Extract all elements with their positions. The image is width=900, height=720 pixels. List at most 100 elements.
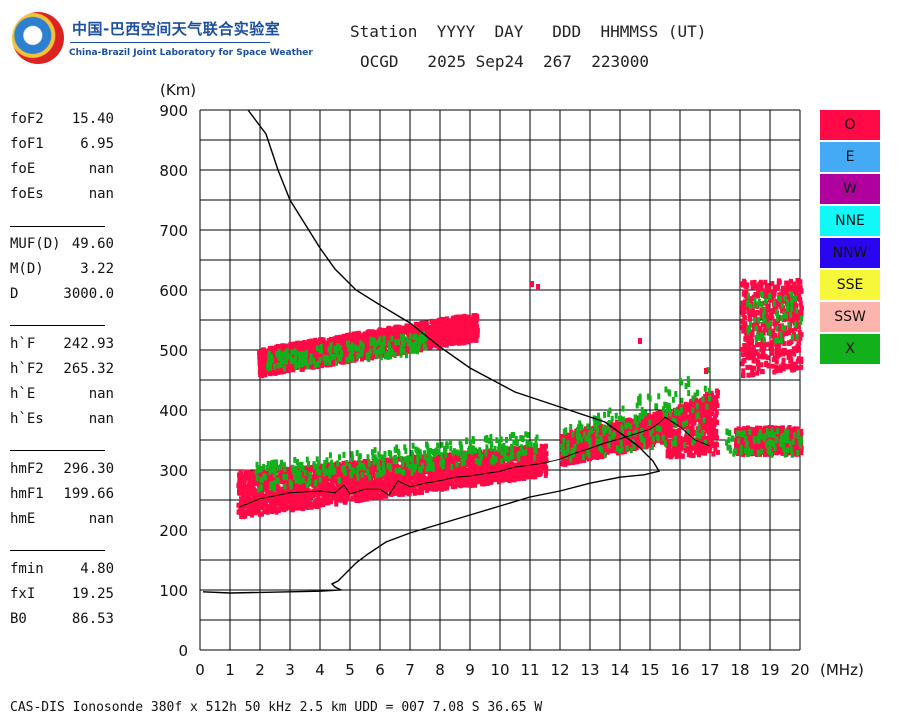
o-echo-point [757, 443, 762, 449]
o-echo-point [266, 505, 271, 511]
o-echo-point [799, 432, 804, 438]
o-echo-point [409, 484, 414, 490]
o-echo-point [340, 479, 345, 485]
o-echo-point [329, 497, 334, 503]
o-echo-point [650, 440, 655, 446]
o-echo-point [380, 459, 385, 465]
header-values: OCGD 2025 Sep24 267 223000 [360, 52, 649, 71]
o-echo-point [339, 470, 344, 476]
lab-logo: 中国-巴西空间天气联合实验室 China-Brazil Joint Labora… [12, 12, 313, 68]
o-echo-point [440, 471, 445, 477]
o-echo-point [364, 476, 369, 482]
o-echo-point [376, 480, 381, 486]
o-echo-point [296, 502, 301, 508]
o-echo-point [492, 467, 497, 473]
o-echo-point [406, 477, 411, 483]
o-echo-point [523, 445, 528, 451]
o-echo-point [403, 486, 408, 492]
o-echo-point [599, 453, 604, 459]
o-echo-point [477, 467, 482, 473]
o-echo-point [512, 449, 517, 455]
o-echo-point [699, 445, 704, 451]
o-echo-point [529, 461, 534, 467]
o-echo-point [526, 446, 531, 452]
o-echo-point [382, 480, 387, 486]
o-echo-point [714, 388, 719, 394]
o-echo-point [373, 489, 378, 495]
o-echo-point [682, 413, 687, 419]
o-echo-point [540, 452, 545, 458]
o-echo-point [713, 446, 718, 452]
o-echo-point [383, 487, 388, 493]
param-label: h`F2 [10, 361, 44, 377]
o-echo-point [495, 463, 500, 469]
o-echo-point [679, 424, 684, 430]
o-echo-point [578, 450, 583, 456]
o-echo-point [252, 492, 257, 498]
o-echo-point [249, 470, 254, 476]
o-echo-point [363, 479, 368, 485]
o-echo-point [708, 444, 713, 450]
o-echo-point [339, 489, 344, 495]
o-echo-point [677, 428, 682, 434]
o-echo-point [584, 426, 589, 432]
o-echo-point [515, 471, 520, 477]
x-tick-label: 6 [375, 661, 385, 679]
o-echo-point [483, 462, 488, 468]
o-echo-point [712, 442, 717, 448]
o-echo-point [290, 507, 295, 513]
o-echo-point [707, 448, 712, 454]
o-echo-point [676, 407, 681, 413]
o-echo-point [560, 435, 565, 441]
o-echo-point [294, 504, 299, 510]
x-tick-label: 0 [195, 661, 205, 679]
o-echo-point [618, 426, 623, 432]
o-echo-point [324, 498, 329, 504]
o-echo-point [695, 399, 700, 405]
o-echo-point [406, 490, 411, 496]
o-echo-point [413, 476, 418, 482]
o-echo-point [589, 453, 594, 459]
o-echo-point [713, 432, 718, 438]
o-echo-point [334, 501, 339, 507]
header-columns: Station YYYY DAY DDD HHMMSS (UT) [350, 22, 707, 41]
o-echo-point [265, 480, 270, 486]
o-echo-point [476, 476, 481, 482]
o-echo-point [478, 477, 483, 483]
y-tick-label: 100 [159, 582, 188, 600]
o-echo-point [416, 481, 421, 487]
o-echo-point [270, 476, 275, 482]
o-echo-point [542, 462, 547, 468]
logo-divider [70, 42, 270, 43]
lab-name-english: China-Brazil Joint Laboratory for Space … [69, 48, 313, 58]
o-echo-point [655, 420, 660, 426]
o-echo-point [675, 442, 680, 448]
o-echo-point [734, 445, 739, 451]
o-echo-point [394, 463, 399, 469]
o-echo-point [313, 471, 318, 477]
o-echo-point [410, 474, 415, 480]
o-echo-point [319, 463, 324, 469]
o-echo-point [472, 470, 477, 476]
o-echo-point [462, 467, 467, 473]
o-echo-point [447, 466, 452, 472]
o-echo-point [328, 491, 333, 497]
o-echo-point [705, 416, 710, 422]
o-echo-point [503, 470, 508, 476]
o-echo-point [306, 488, 311, 494]
o-echo-point [427, 472, 432, 478]
o-echo-point [491, 477, 496, 483]
param-value: 19.25 [71, 586, 114, 602]
o-echo-point [309, 467, 314, 473]
o-echo-point [275, 492, 280, 498]
param-label: fmin [10, 561, 44, 577]
o-echo-point [471, 452, 476, 458]
o-echo-point [470, 466, 475, 472]
o-echo-point [614, 419, 619, 425]
o-echo-point [333, 490, 338, 496]
o-echo-point [311, 491, 316, 497]
o-echo-point [709, 390, 714, 396]
o-echo-point [305, 504, 310, 510]
o-echo-point [672, 451, 677, 457]
o-echo-point [263, 500, 268, 506]
